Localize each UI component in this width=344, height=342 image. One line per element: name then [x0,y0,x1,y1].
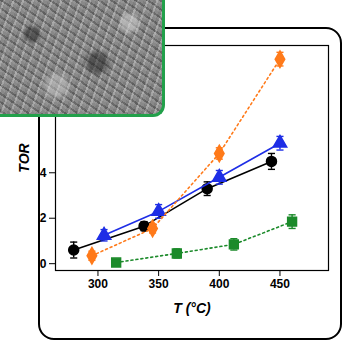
svg-text:400: 400 [209,277,229,291]
svg-text:300: 300 [88,277,108,291]
svg-text:T (°C): T (°C) [173,300,211,316]
svg-text:450: 450 [270,277,290,291]
svg-text:2: 2 [40,211,47,225]
svg-text:0: 0 [40,257,47,271]
svg-text:TOR: TOR [16,142,32,172]
svg-text:4: 4 [40,166,47,180]
svg-text:350: 350 [149,277,169,291]
